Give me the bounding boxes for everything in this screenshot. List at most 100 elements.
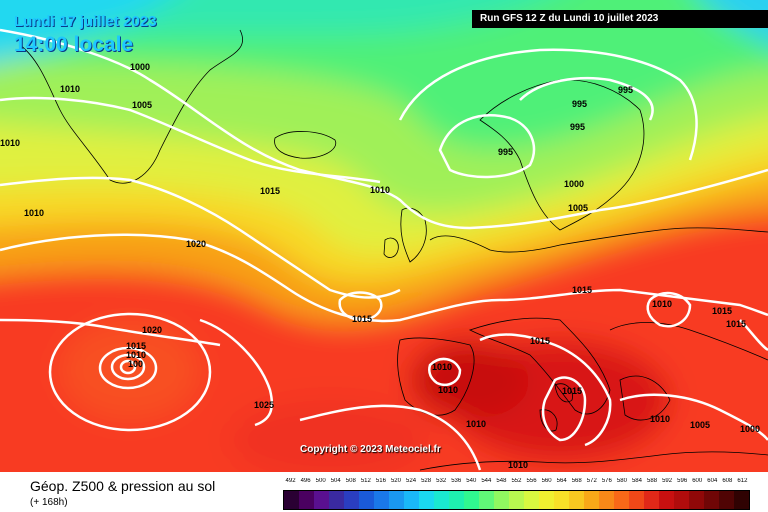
isobar-label: 1010 [126,350,146,360]
isobar-label: 1010 [438,385,458,395]
legend-value: 608 [722,478,733,484]
legend-value: 580 [616,478,627,484]
legend-value: 520 [390,478,401,484]
legend-value: 544 [481,478,492,484]
forecast-date: Lundi 17 juillet 2023 [14,13,157,30]
legend-value: 596 [677,478,688,484]
legend-value: 524 [406,478,417,484]
legend-swatch [344,491,359,509]
legend-swatch [554,491,569,509]
legend-swatch [614,491,629,509]
legend-swatch [584,491,599,509]
isobar-label: 1015 [562,386,582,396]
legend-swatch [284,491,299,509]
legend-swatch [434,491,449,509]
legend-swatch [389,491,404,509]
legend-labels: 492 496 500 504 508 512 516 520 524 528 532 536 540 5… [283,478,750,490]
legend-colors [283,490,750,510]
forecast-time: 14:00 locale [14,33,134,56]
coastlines [19,29,768,471]
isobar-label: 995 [572,99,587,109]
weather-map: 1000 1010 1005 1010 1010 1015 1010 1020 1015 995 9… [0,0,768,472]
legend-swatch [719,491,734,509]
legend-value: 604 [707,478,718,484]
legend-value: 584 [631,478,642,484]
isobar-label: 1010 [24,208,44,218]
legend-swatch [644,491,659,509]
legend-value: 612 [737,478,748,484]
legend-swatch [494,491,509,509]
legend-swatch [359,491,374,509]
legend-value: 568 [571,478,582,484]
isobar-label: 1010 [0,138,20,148]
isobar-label: 1010 [432,362,452,372]
footer-bar: Géop. Z500 & pression au sol (+ 168h) 49… [0,472,768,512]
legend-swatch [629,491,644,509]
isobar-label: 1015 [712,306,732,316]
isobar-label: 1010 [508,460,528,470]
isobar-label: 1015 [352,314,372,324]
legend-value: 576 [601,478,612,484]
legend-swatch [539,491,554,509]
isobar-label: 1000 [130,62,150,72]
forecast-lead: (+ 168h) [30,497,68,508]
legend-value: 600 [692,478,703,484]
legend-value: 560 [541,478,552,484]
legend-value: 540 [466,478,477,484]
legend-swatch [374,491,389,509]
isobar-label: 1010 [650,414,670,424]
isobar-label: 1010 [466,419,486,429]
legend-swatch [299,491,314,509]
legend-swatch [599,491,614,509]
isobar-label: 1020 [186,239,206,249]
isobar-label: 995 [570,122,585,132]
copyright-text: Copyright © 2023 Meteociel.fr [300,444,441,455]
legend-value: 532 [436,478,447,484]
legend-value: 552 [511,478,522,484]
legend-swatch [689,491,704,509]
legend-swatch [449,491,464,509]
isobar-label: 1015 [126,341,146,351]
isobar-label: 1010 [652,299,672,309]
legend-swatch [329,491,344,509]
isobar-label: 1005 [690,420,710,430]
legend-value: 492 [285,478,296,484]
isobar-label: 1000 [564,179,584,189]
legend-value: 508 [345,478,356,484]
isobar-label: 1000 [740,424,760,434]
isobar-label: 995 [498,147,513,157]
legend-swatch [419,491,434,509]
isobar-label: 1015 [572,285,592,295]
legend-swatch [464,491,479,509]
legend-value: 528 [421,478,432,484]
isobar-label: 995 [618,85,633,95]
legend-value: 516 [375,478,386,484]
isobar-label: 100 [128,359,143,369]
isobar-label: 1010 [370,185,390,195]
isobar-label: 1020 [142,325,162,335]
map-title: Géop. Z500 & pression au sol [30,478,216,494]
legend-value: 512 [360,478,371,484]
isobar-label: 1015 [530,336,550,346]
legend-swatch [404,491,419,509]
legend-swatch [509,491,524,509]
isobar-label: 1005 [132,100,152,110]
legend-value: 556 [526,478,537,484]
legend-swatch [734,491,749,509]
geopotential-field [0,0,768,472]
legend-swatch [314,491,329,509]
legend-swatch [569,491,584,509]
isobar-label: 1015 [726,319,746,329]
legend-swatch [524,491,539,509]
legend-value: 548 [496,478,507,484]
legend-swatch [479,491,494,509]
legend-value: 536 [451,478,462,484]
legend-value: 572 [586,478,597,484]
legend-swatch [704,491,719,509]
legend-value: 504 [330,478,341,484]
color-legend: 492 496 500 504 508 512 516 520 524 528 532 536 540 5… [283,478,750,510]
legend-value: 564 [556,478,567,484]
isobar-lines [0,28,768,471]
